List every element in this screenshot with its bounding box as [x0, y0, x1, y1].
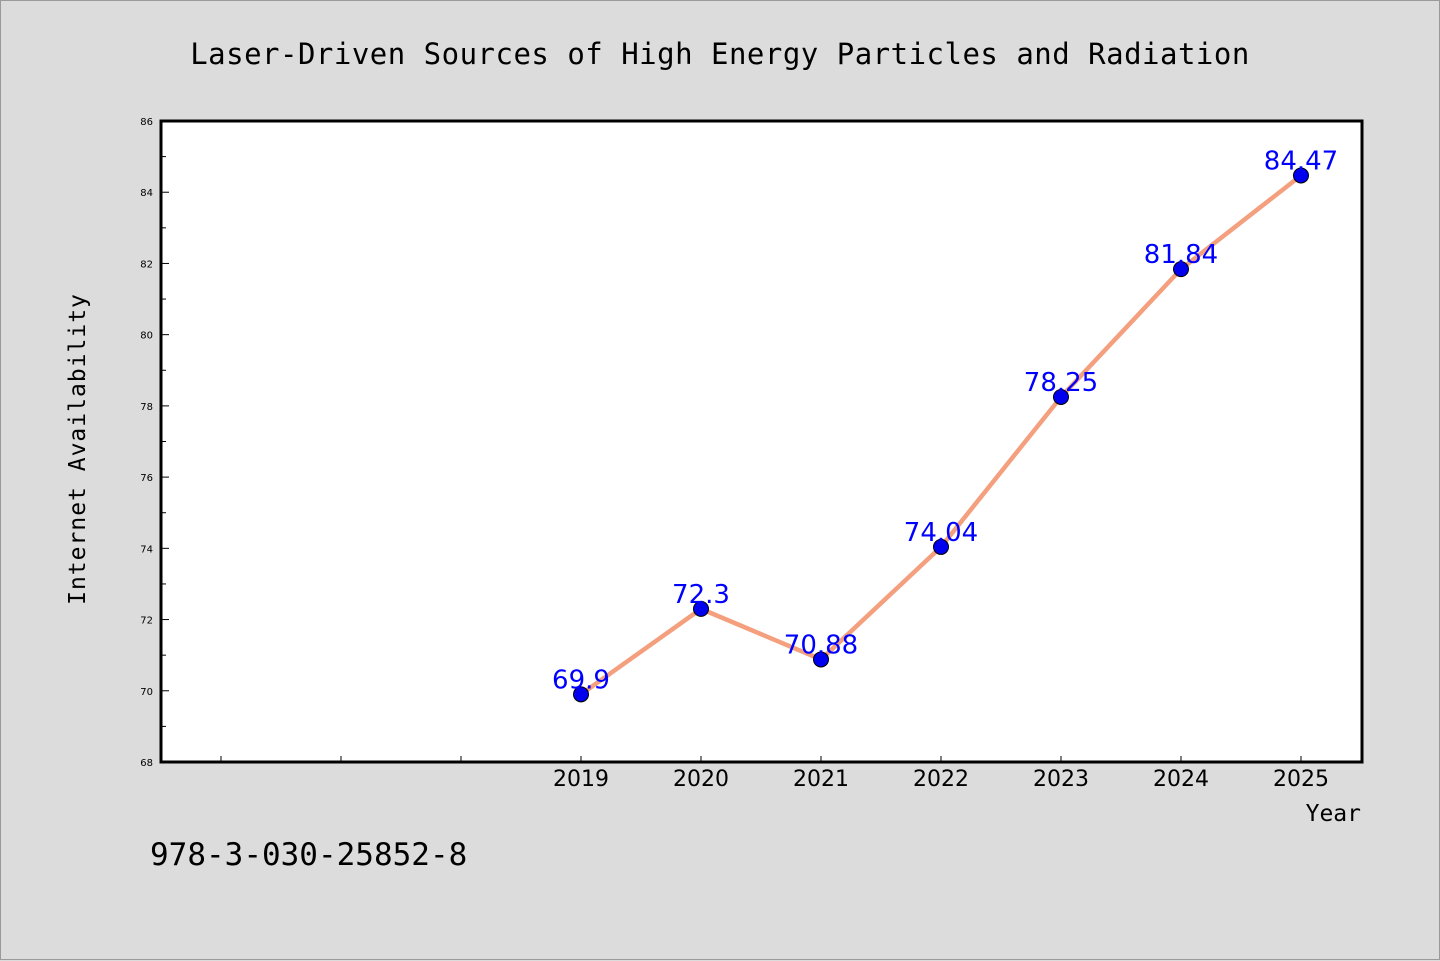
x-tick-label: 2020	[673, 767, 729, 792]
data-point-marker	[1053, 388, 1069, 405]
data-point-marker	[693, 600, 709, 617]
x-tick-label: 2019	[553, 767, 609, 792]
data-point-marker	[813, 651, 829, 668]
chart-title: Laser-Driven Sources of High Energy Part…	[190, 37, 1250, 71]
data-point-marker	[573, 686, 589, 703]
plot-area	[159, 119, 1364, 764]
x-axis: 2019 2020 2021 2022 2023 2024 2025	[220, 756, 1329, 792]
data-label: 72.3	[672, 580, 730, 610]
y-tick-label: 70	[140, 687, 153, 698]
data-label: 81.84	[1144, 240, 1218, 270]
data-label: 78.25	[1024, 368, 1098, 398]
y-axis: 68 70 72 74 76 78 80 82 84 86	[140, 117, 169, 769]
y-tick-label: 78	[140, 402, 153, 413]
series-layer	[573, 167, 1309, 703]
y-axis-label: Internet Availability	[65, 293, 91, 605]
y-tick-label: 68	[140, 758, 153, 769]
y-tick-label: 76	[140, 473, 153, 484]
data-point-marker	[933, 538, 949, 555]
x-tick-label: 2025	[1273, 767, 1329, 792]
data-point-marker	[1173, 261, 1189, 278]
y-tick-label: 82	[140, 259, 153, 270]
data-label: 70.88	[784, 630, 858, 660]
data-labels: 69.9 72.3 70.88 74.04 78.25 81.84 84.47	[552, 146, 1338, 695]
isbn-label: 978-3-030-25852-8	[150, 837, 467, 873]
y-tick-label: 84	[140, 188, 153, 199]
x-tick-label: 2021	[793, 767, 849, 792]
data-label: 74.04	[904, 518, 978, 548]
y-tick-label: 86	[140, 117, 153, 128]
x-tick-label: 2023	[1033, 767, 1089, 792]
x-tick-label: 2024	[1153, 767, 1209, 792]
data-label: 84.47	[1264, 146, 1338, 176]
data-label: 69.9	[552, 665, 610, 695]
x-tick-label: 2022	[913, 767, 969, 792]
data-point-marker	[1293, 167, 1309, 184]
y-tick-label: 74	[140, 544, 153, 555]
y-tick-label: 72	[140, 616, 153, 627]
x-axis-label: Year	[1306, 801, 1361, 827]
y-tick-label: 80	[140, 331, 153, 342]
